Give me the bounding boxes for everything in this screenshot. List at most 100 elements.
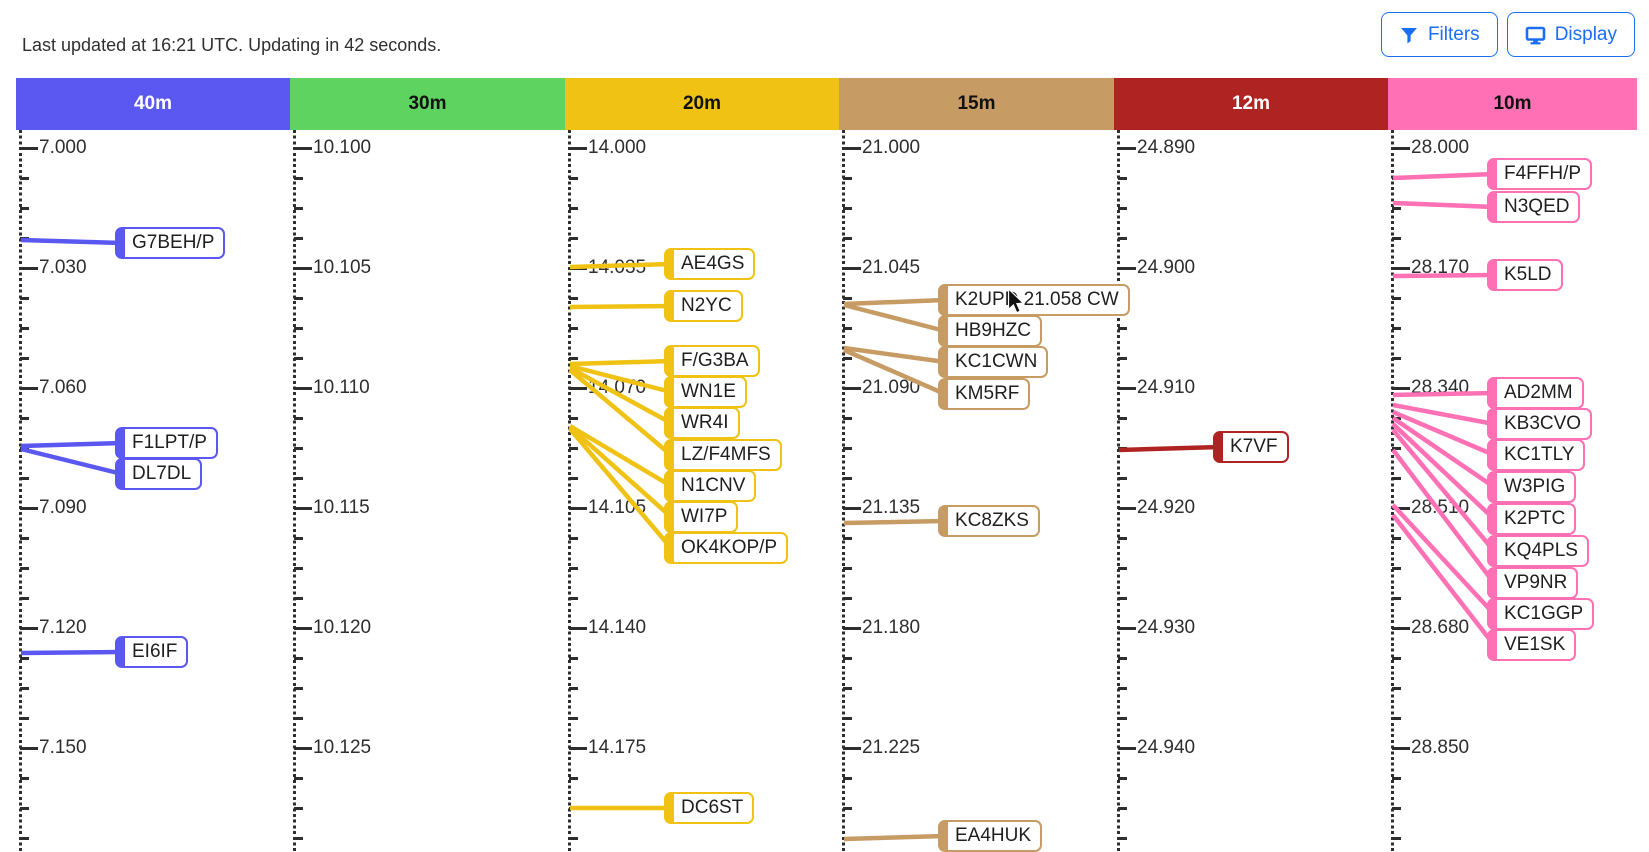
major-tick xyxy=(1392,747,1410,750)
spot-line xyxy=(1392,171,1495,181)
minor-tick xyxy=(294,327,303,330)
tick-label-10m: 28.680 xyxy=(1411,617,1470,638)
minor-tick xyxy=(20,537,29,540)
spot-AD2MM[interactable]: AD2MM xyxy=(1487,377,1584,409)
minor-tick xyxy=(569,417,578,420)
spot-KC1TLY[interactable]: KC1TLY xyxy=(1487,439,1586,471)
spot-AE4GS[interactable]: AE4GS xyxy=(664,248,756,280)
spot-WR4I[interactable]: WR4I xyxy=(664,407,740,439)
spot-EA4HUK[interactable]: EA4HUK xyxy=(938,820,1043,852)
minor-tick xyxy=(569,207,578,210)
minor-tick xyxy=(1118,327,1127,330)
tick-label-40m: 7.090 xyxy=(39,497,87,518)
spot-WI7P[interactable]: WI7P xyxy=(664,501,739,533)
spot-EI6IF[interactable]: EI6IF xyxy=(115,636,189,668)
filter-funnel-icon xyxy=(1399,25,1419,45)
major-tick xyxy=(569,747,587,750)
tick-label-40m: 7.120 xyxy=(39,617,87,638)
minor-tick xyxy=(1118,447,1127,450)
spot-line xyxy=(843,297,946,307)
spot-F1LPT/P[interactable]: F1LPT/P xyxy=(115,427,218,459)
major-tick xyxy=(1118,627,1136,630)
spot-WN1E[interactable]: WN1E xyxy=(664,376,747,408)
minor-tick xyxy=(294,657,303,660)
minor-tick xyxy=(569,687,578,690)
minor-tick xyxy=(843,837,852,840)
spot-K2PTC[interactable]: K2PTC xyxy=(1487,503,1577,535)
minor-tick xyxy=(294,837,303,840)
major-tick xyxy=(569,627,587,630)
spot-N3QED[interactable]: N3QED xyxy=(1487,191,1581,223)
spot-KC1CWN[interactable]: KC1CWN xyxy=(938,346,1049,378)
minor-tick xyxy=(843,297,852,300)
spot-N1CNV[interactable]: N1CNV xyxy=(664,470,757,502)
spot-VE1SK[interactable]: VE1SK xyxy=(1487,629,1577,661)
spot-line xyxy=(843,518,946,526)
minor-tick xyxy=(294,447,303,450)
spot-K7VF[interactable]: K7VF xyxy=(1213,431,1289,463)
band-header-20m: 20m xyxy=(565,78,839,130)
minor-tick xyxy=(20,417,29,420)
spot-F/G3BA[interactable]: F/G3BA xyxy=(664,345,760,377)
minor-tick xyxy=(1392,567,1401,570)
major-tick xyxy=(1392,147,1410,150)
spot-line xyxy=(20,237,123,246)
spot-KC8ZKS[interactable]: KC8ZKS xyxy=(938,505,1040,537)
minor-tick xyxy=(1392,597,1401,600)
spot-VP9NR[interactable]: VP9NR xyxy=(1487,567,1579,599)
minor-tick xyxy=(843,717,852,720)
minor-tick xyxy=(1392,237,1401,240)
minor-tick xyxy=(294,417,303,420)
minor-tick xyxy=(1118,657,1127,660)
spot-LZ/F4MFS[interactable]: LZ/F4MFS xyxy=(664,439,782,471)
minor-tick xyxy=(1118,417,1127,420)
minor-tick xyxy=(20,327,29,330)
spot-DL7DL[interactable]: DL7DL xyxy=(115,458,203,490)
spot-HB9HZC[interactable]: HB9HZC xyxy=(938,315,1043,347)
minor-tick xyxy=(20,447,29,450)
spot-N2YC[interactable]: N2YC xyxy=(664,290,743,322)
last-updated-status: Last updated at 16:21 UTC. Updating in 4… xyxy=(22,35,442,55)
spot-KM5RF[interactable]: KM5RF xyxy=(938,378,1031,410)
minor-tick xyxy=(843,357,852,360)
minor-tick xyxy=(1392,837,1401,840)
spot-line xyxy=(1392,402,1495,427)
minor-tick xyxy=(569,477,578,480)
spot-W3PIG[interactable]: W3PIG xyxy=(1487,471,1577,503)
spot-F4FFH/P[interactable]: F4FFH/P xyxy=(1487,158,1593,190)
minor-tick xyxy=(1392,477,1401,480)
spot-KQ4PLS[interactable]: KQ4PLS xyxy=(1487,535,1589,567)
minor-tick xyxy=(569,657,578,660)
minor-tick xyxy=(843,417,852,420)
minor-tick xyxy=(294,807,303,810)
band-header-10m: 10m xyxy=(1388,78,1637,130)
minor-tick xyxy=(294,207,303,210)
minor-tick xyxy=(843,807,852,810)
minor-tick xyxy=(1392,447,1401,450)
spot-K5LD[interactable]: K5LD xyxy=(1487,259,1563,291)
filters-button[interactable]: Filters xyxy=(1380,12,1498,57)
minor-tick xyxy=(1118,537,1127,540)
display-button[interactable]: Display xyxy=(1506,12,1635,57)
display-button-label: Display xyxy=(1554,23,1617,45)
minor-tick xyxy=(1118,597,1127,600)
spot-KC1GGP[interactable]: KC1GGP xyxy=(1487,598,1595,630)
spot-line xyxy=(569,358,672,367)
spot-DC6ST[interactable]: DC6ST xyxy=(664,792,755,824)
spot-line xyxy=(1118,444,1221,453)
minor-tick xyxy=(294,237,303,240)
spot-G7BEH/P[interactable]: G7BEH/P xyxy=(115,227,226,259)
minor-tick xyxy=(1392,687,1401,690)
spot-K2UPD[interactable]: K2UPD 21.058 CW xyxy=(938,284,1130,316)
tick-label-12m: 24.920 xyxy=(1137,497,1196,518)
spot-KB3CVO[interactable]: KB3CVO xyxy=(1487,408,1593,440)
frequency-scale-15m xyxy=(842,130,845,852)
minor-tick xyxy=(20,177,29,180)
spot-OK4KOP/P[interactable]: OK4KOP/P xyxy=(664,532,789,564)
spot-line xyxy=(20,446,123,477)
minor-tick xyxy=(1392,717,1401,720)
tick-label-15m: 21.135 xyxy=(862,497,921,518)
minor-tick xyxy=(1392,357,1401,360)
